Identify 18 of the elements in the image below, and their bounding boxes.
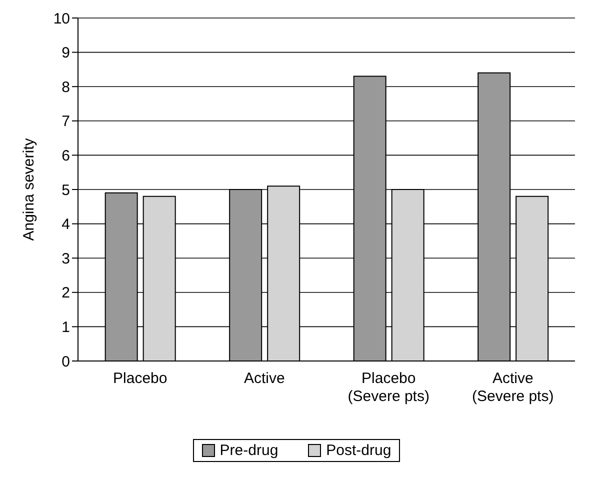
- y-tick-label: 5: [62, 182, 70, 199]
- y-tick-label: 9: [62, 44, 70, 62]
- y-tick-label: 2: [62, 284, 70, 302]
- y-tick-label: 1: [62, 319, 70, 336]
- y-axis-title: Angina severity: [20, 138, 38, 241]
- legend-label: Post-drug: [325, 442, 392, 459]
- y-tick-label: 7: [62, 113, 70, 130]
- x-tick-label: Active (Severe pts): [472, 370, 554, 405]
- x-tick-label: Placebo: [113, 370, 168, 387]
- x-tick-label: Active: [244, 370, 285, 387]
- y-tick-label: 0: [62, 353, 70, 370]
- y-tick-label: 10: [53, 10, 70, 28]
- y-tick-label: 8: [62, 78, 70, 96]
- y-tick-label: 6: [62, 148, 70, 165]
- y-tick-label: 3: [62, 250, 70, 268]
- y-tick-label: 4: [62, 216, 70, 234]
- x-tick-label: Placebo (Severe pts): [348, 370, 430, 405]
- legend-label: Pre-drug: [218, 442, 278, 459]
